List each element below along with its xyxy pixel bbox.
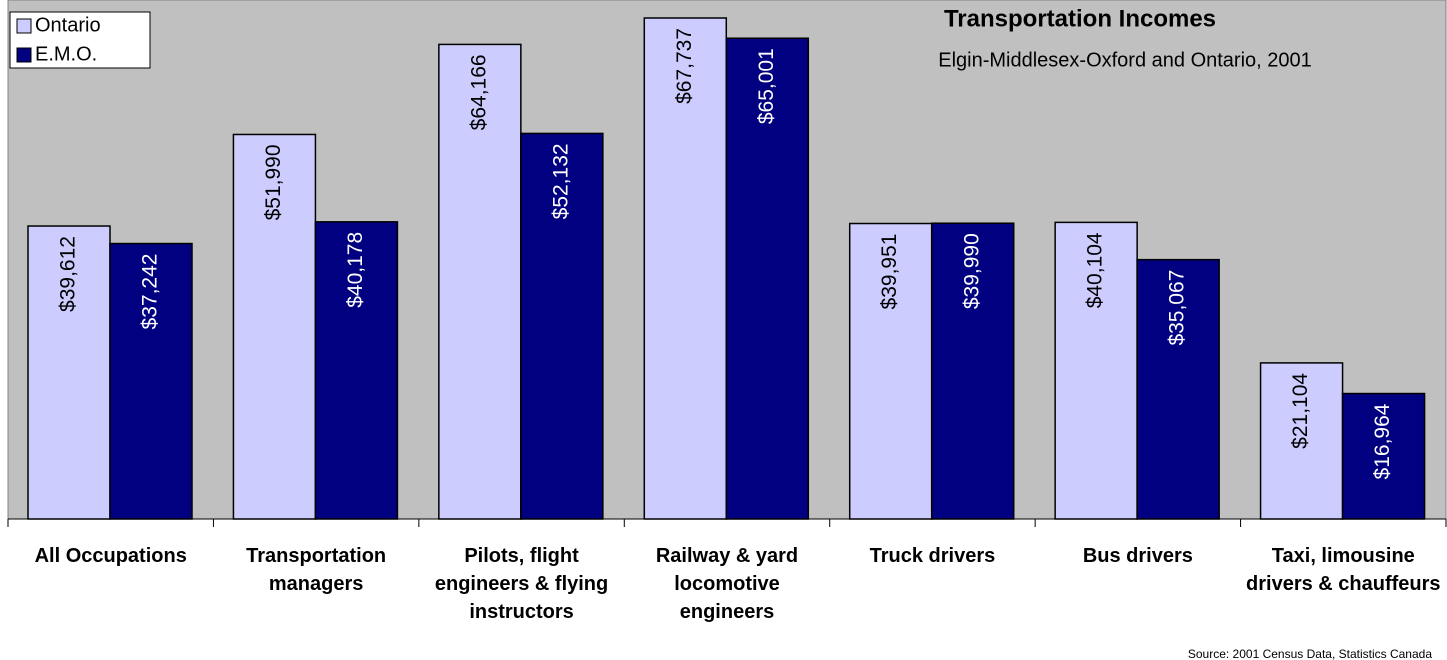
legend-swatch <box>16 18 32 34</box>
value-label: $40,178 <box>344 232 367 308</box>
bar <box>725 37 810 520</box>
legend-label: E.M.O. <box>35 43 97 65</box>
value-label: $52,132 <box>549 143 572 219</box>
value-label: $64,166 <box>467 54 490 130</box>
bar <box>1341 392 1426 520</box>
x-tick-label: All Occupations <box>34 545 187 567</box>
x-tick-label: Taxi, limousine drivers & chauffeurs <box>1246 545 1441 595</box>
legend-label: Ontario <box>35 14 101 36</box>
legend-swatch <box>16 47 32 63</box>
value-label: $51,990 <box>262 144 285 220</box>
bar <box>848 222 933 520</box>
x-tick-label: Pilots, flight engineers & flying instru… <box>434 545 609 623</box>
value-label: $40,104 <box>1084 232 1107 308</box>
bar <box>1054 221 1138 520</box>
value-label: $65,001 <box>755 48 778 124</box>
value-label: $67,737 <box>673 28 696 104</box>
value-label: $16,964 <box>1371 403 1394 479</box>
bar <box>438 43 522 520</box>
chart-title: Transportation Incomes <box>944 5 1216 32</box>
value-label: $35,067 <box>1166 270 1189 346</box>
bar <box>643 17 728 520</box>
bar <box>109 242 193 520</box>
x-tick-label: Transportation managers <box>246 545 387 595</box>
bar <box>1136 258 1220 520</box>
source-note: Source: 2001 Census Data, Statistics Can… <box>1188 647 1432 660</box>
x-tick-label: Bus drivers <box>1082 545 1193 567</box>
bar <box>314 221 399 520</box>
value-label: $39,990 <box>960 233 983 309</box>
value-label: $39,612 <box>57 236 80 312</box>
value-label: $21,104 <box>1289 373 1312 449</box>
chart-subtitle: Elgin-Middlesex-Oxford and Ontario, 2001 <box>938 49 1312 71</box>
x-tick-label: Railway & yard locomotive engineers <box>655 545 799 623</box>
bar <box>232 133 317 520</box>
bar <box>520 132 604 520</box>
x-tick-label: Truck drivers <box>869 545 996 567</box>
legend-box <box>9 11 151 69</box>
value-label: $39,951 <box>878 234 901 310</box>
bar <box>930 222 1015 520</box>
bar <box>1259 362 1344 520</box>
value-label: $37,242 <box>139 254 162 330</box>
